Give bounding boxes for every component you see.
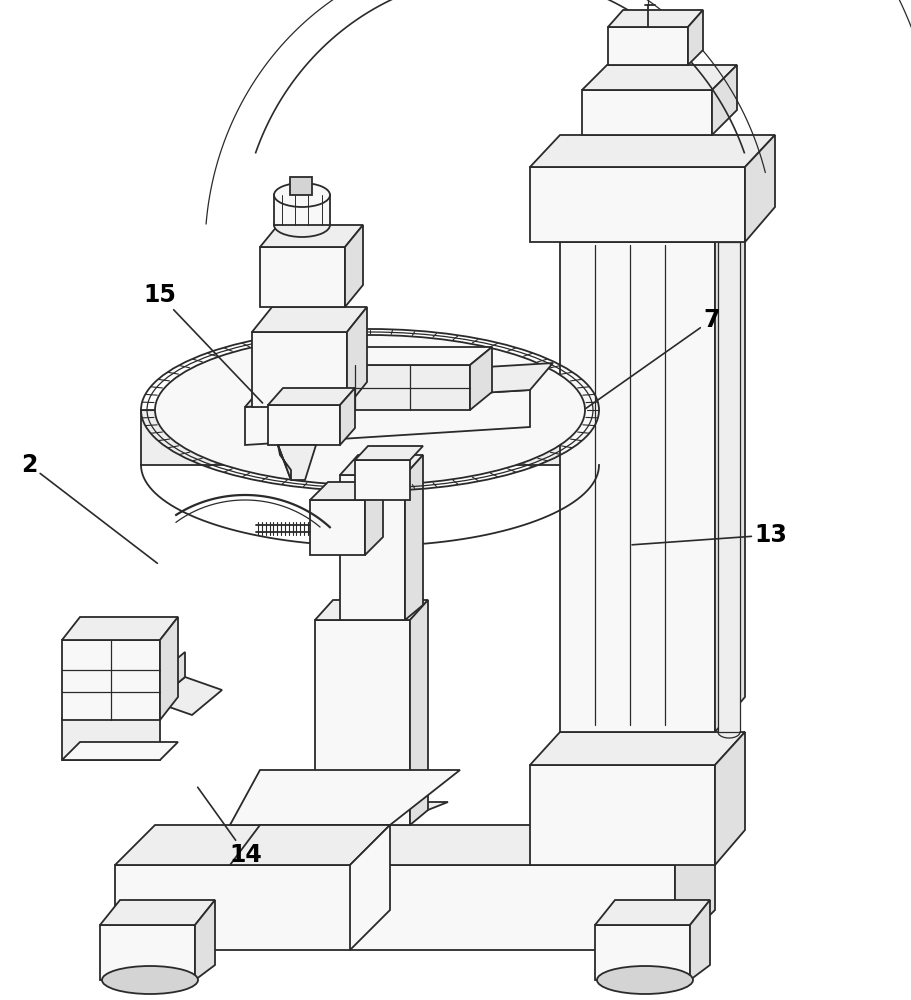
Bar	[340, 475, 404, 620]
Polygon shape	[529, 135, 774, 167]
Text: 15: 15	[143, 283, 262, 403]
Bar	[273, 195, 330, 225]
Polygon shape	[294, 347, 491, 365]
Polygon shape	[714, 732, 744, 865]
Ellipse shape	[273, 183, 330, 207]
Text: 7: 7	[585, 308, 719, 408]
Polygon shape	[559, 210, 744, 242]
Polygon shape	[245, 363, 552, 407]
Polygon shape	[594, 925, 690, 980]
Polygon shape	[711, 65, 736, 135]
Polygon shape	[340, 388, 354, 445]
Polygon shape	[344, 225, 363, 307]
Polygon shape	[251, 307, 366, 332]
Polygon shape	[744, 135, 774, 242]
Bar	[529, 765, 714, 865]
Polygon shape	[529, 732, 744, 765]
Bar	[290, 177, 312, 195]
Bar	[354, 460, 410, 500]
Polygon shape	[100, 900, 215, 925]
Polygon shape	[314, 600, 427, 620]
Polygon shape	[410, 600, 427, 825]
Bar	[717, 242, 739, 732]
Bar	[251, 332, 346, 407]
Polygon shape	[350, 825, 390, 950]
Polygon shape	[260, 225, 363, 247]
Bar	[608, 27, 687, 65]
Polygon shape	[141, 410, 599, 465]
Polygon shape	[354, 446, 423, 460]
Polygon shape	[404, 455, 423, 620]
Polygon shape	[268, 388, 354, 405]
Bar	[62, 718, 159, 760]
Polygon shape	[690, 900, 710, 980]
Bar	[115, 865, 674, 950]
Polygon shape	[230, 825, 390, 865]
Polygon shape	[100, 925, 195, 980]
Polygon shape	[195, 900, 215, 980]
Polygon shape	[364, 482, 383, 555]
Polygon shape	[714, 210, 744, 732]
Polygon shape	[340, 455, 423, 475]
Bar	[581, 90, 711, 135]
Polygon shape	[581, 65, 736, 90]
Bar	[268, 405, 340, 445]
Polygon shape	[155, 652, 185, 702]
Ellipse shape	[273, 213, 330, 237]
Polygon shape	[278, 445, 315, 480]
Polygon shape	[594, 900, 710, 925]
Polygon shape	[62, 742, 178, 760]
Text: 14: 14	[198, 787, 262, 867]
Polygon shape	[278, 445, 291, 480]
Polygon shape	[155, 677, 221, 715]
Polygon shape	[230, 802, 447, 825]
Polygon shape	[346, 307, 366, 407]
Polygon shape	[115, 825, 714, 865]
Bar	[310, 500, 364, 555]
Text: 2: 2	[21, 453, 158, 563]
Bar	[559, 242, 714, 732]
Bar	[529, 167, 744, 242]
Bar	[260, 247, 344, 307]
Bar	[314, 620, 410, 825]
Polygon shape	[674, 825, 714, 950]
Polygon shape	[62, 617, 178, 640]
Ellipse shape	[102, 966, 198, 994]
Polygon shape	[230, 770, 459, 825]
Polygon shape	[245, 390, 529, 445]
Ellipse shape	[155, 335, 584, 485]
Polygon shape	[687, 10, 702, 65]
Text: 13: 13	[631, 523, 786, 547]
Bar	[62, 640, 159, 720]
Polygon shape	[294, 365, 469, 410]
Polygon shape	[159, 617, 178, 720]
Ellipse shape	[597, 966, 692, 994]
Polygon shape	[608, 10, 702, 27]
Polygon shape	[310, 482, 383, 500]
Polygon shape	[469, 347, 491, 410]
